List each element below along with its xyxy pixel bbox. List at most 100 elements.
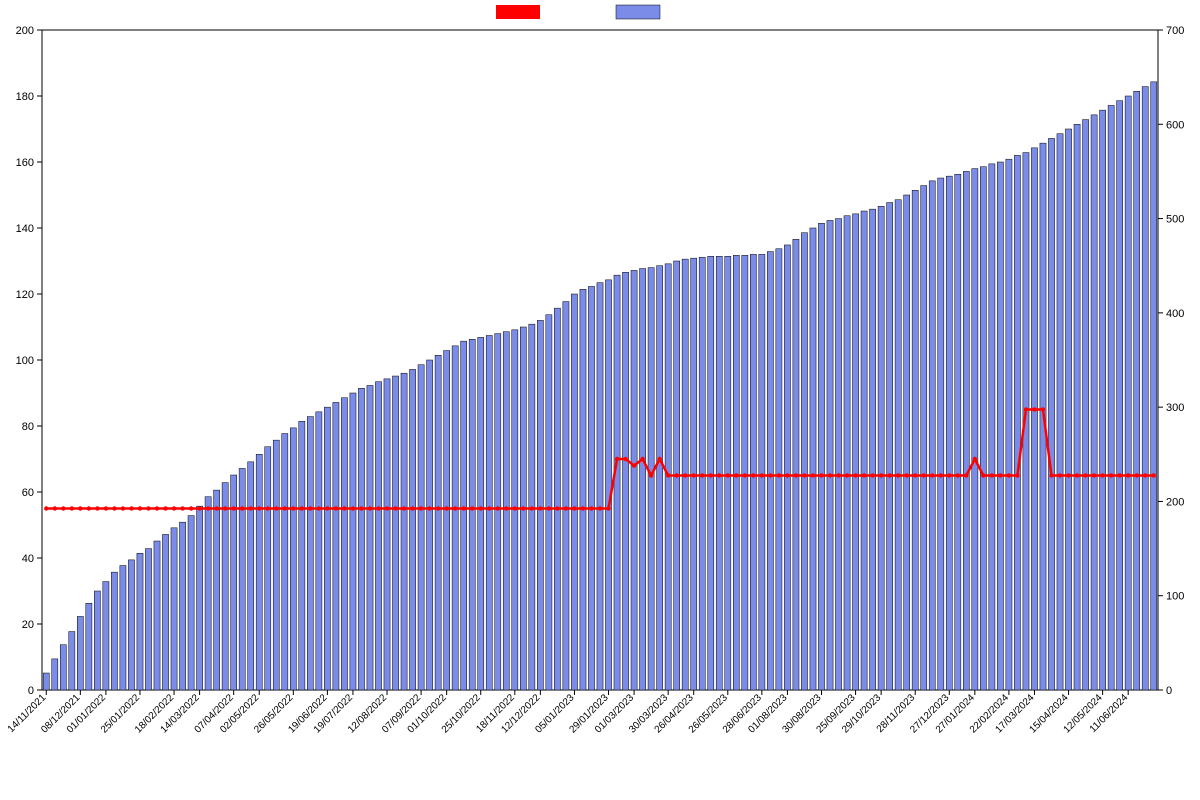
line-marker [555,506,559,510]
bar [818,223,824,690]
bar [631,270,637,690]
line-marker [1083,473,1087,477]
line-marker [223,506,227,510]
line-marker [853,473,857,477]
line-marker [530,506,534,510]
line-marker [44,506,48,510]
bar [103,582,109,690]
y-left-tick-label: 20 [22,619,34,631]
bar [946,176,952,690]
line-marker [334,506,338,510]
bar [1091,115,1097,690]
line-marker [436,506,440,510]
line-marker [146,506,150,510]
line-marker [913,473,917,477]
bar [128,560,134,690]
line-marker [1049,473,1053,477]
bar [77,616,83,690]
line-marker [819,473,823,477]
line-marker [896,473,900,477]
line-marker [572,506,576,510]
line-marker [112,506,116,510]
bar [870,209,876,690]
line-marker [930,473,934,477]
legend-line-swatch [496,5,540,19]
line-marker [947,473,951,477]
line-marker [163,506,167,510]
line-marker [283,506,287,510]
bar [341,398,347,690]
bar [452,346,458,690]
bar [853,214,859,690]
line-marker [368,506,372,510]
y-right-tick-label: 400 [1166,308,1184,320]
bar [750,254,756,690]
bar [94,591,100,690]
line-marker [683,473,687,477]
line-marker [845,473,849,477]
line-marker [53,506,57,510]
line-marker [1007,473,1011,477]
bar [86,603,92,690]
bar [239,468,245,690]
bar [887,203,893,690]
line-marker [325,506,329,510]
bar [418,365,424,690]
line-marker [317,506,321,510]
y-left-tick-label: 200 [16,25,34,37]
bar [767,252,773,690]
line-marker [547,506,551,510]
line-marker [496,506,500,510]
y-right-tick-label: 100 [1166,591,1184,603]
line-marker [615,457,619,461]
bar [980,167,986,690]
y-left-tick-label: 120 [16,289,34,301]
y-left-tick-label: 60 [22,487,34,499]
line-marker [751,473,755,477]
bar [1057,134,1063,690]
line-marker [998,473,1002,477]
line-marker [734,473,738,477]
bar [844,216,850,690]
bar [469,339,475,690]
bar [350,393,356,690]
line-marker [1135,473,1139,477]
line-marker [351,506,355,510]
bar [904,195,910,690]
bar [282,434,288,690]
line-marker [342,506,346,510]
bar [307,417,313,690]
bar [1074,124,1080,690]
line-marker [743,473,747,477]
y-left-tick-label: 100 [16,355,34,367]
bar [588,286,594,690]
bar [478,337,484,690]
y-right-tick-label: 300 [1166,402,1184,414]
line-marker [240,506,244,510]
line-marker [674,473,678,477]
bar [861,211,867,690]
line-marker [726,473,730,477]
line-marker [1100,473,1104,477]
line-marker [300,506,304,510]
line-marker [274,506,278,510]
bar [614,275,620,690]
line-marker [197,506,201,510]
bar [495,334,501,690]
line-marker [981,473,985,477]
bar [997,162,1003,690]
line-marker [922,473,926,477]
line-marker [78,506,82,510]
line-marker [811,473,815,477]
y-right-tick-label: 200 [1166,496,1184,508]
line-marker [1015,473,1019,477]
bar [256,454,262,690]
bar [120,566,126,690]
bar [1108,105,1114,690]
bar [145,549,151,690]
line-marker [419,506,423,510]
bar [503,332,509,690]
y-left-tick-label: 140 [16,223,34,235]
line-marker [214,506,218,510]
bar [776,249,782,690]
